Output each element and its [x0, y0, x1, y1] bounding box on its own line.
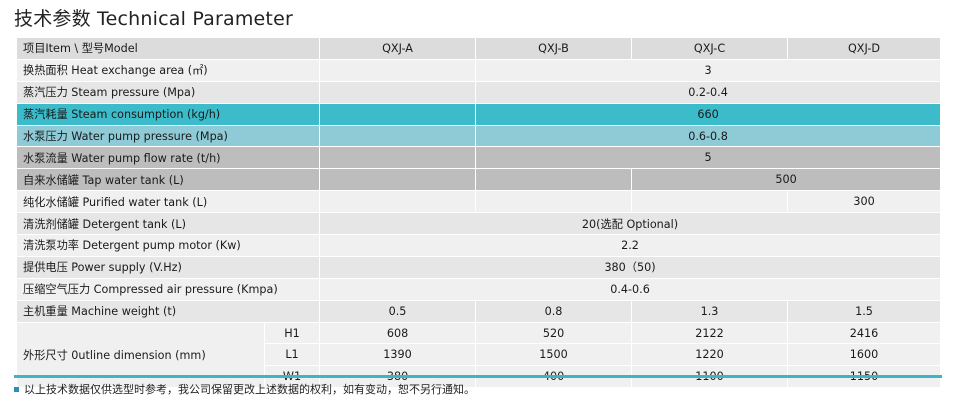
row-label: 纯化水储罐 Purified water tank (L) — [15, 190, 321, 214]
footer-note-text: 以上技术数据仅供选型时参考，我公司保留更改上述数据的权利，如有变动，恕不另行通知… — [24, 383, 475, 396]
table-row-highlight: 蒸汽耗量 Steam consumption (kg/h) 660 — [15, 102, 942, 126]
row-label: 水泵流量 Water pump flow rate (t/h) — [15, 146, 321, 170]
table-row: 纯化水储罐 Purified water tank (L) 300 — [15, 190, 942, 214]
table-row-highlight: 水泵流量 Water pump flow rate (t/h) 5 — [15, 146, 942, 170]
weight-a: 0.5 — [319, 299, 477, 323]
dimension-value: 1500 — [475, 343, 633, 367]
table-row: 清洗泵功率 Detergent pump motor (Kw) 2.2 — [15, 234, 942, 257]
empty-cell — [319, 102, 477, 126]
row-value: 0.4-0.6 — [319, 277, 942, 301]
dimension-key: H1 — [263, 321, 321, 345]
weight-b: 0.8 — [475, 299, 633, 323]
technical-parameter-table: 项目Item \ 型号Model QXJ-A QXJ-B QXJ-C QXJ-D… — [15, 37, 942, 389]
model-a-header: QXJ-A — [319, 37, 477, 60]
row-value: 3 — [475, 58, 942, 82]
square-bullet-icon — [14, 386, 19, 392]
row-label: 蒸汽耗量 Steam consumption (kg/h) — [15, 102, 321, 126]
row-label: 蒸汽压力 Steam pressure (Mpa) — [15, 80, 321, 104]
table-row: 提供电压 Power supply (V.Hz) 380（50) — [15, 255, 942, 279]
empty-cell — [319, 190, 477, 214]
page-title: 技术参数 Technical Parameter — [14, 8, 293, 30]
header-label: 项目Item \ 型号Model — [15, 37, 321, 60]
empty-cell — [319, 124, 477, 148]
footer-divider — [14, 375, 942, 378]
dimension-key: L1 — [263, 343, 321, 367]
empty-cell — [631, 190, 789, 214]
row-label: 水泵压力 Water pump pressure (Mpa) — [15, 124, 321, 148]
empty-cell — [319, 168, 477, 192]
row-value: 500 — [631, 168, 942, 192]
table-row: 主机重量 Machine weight (t) 0.5 0.8 1.3 1.5 — [15, 299, 942, 323]
row-value: 5 — [475, 146, 942, 170]
table-row: 换热面积 Heat exchange area (㎡) 3 — [15, 58, 942, 82]
row-value: 380（50) — [319, 255, 942, 279]
weight-d: 1.5 — [787, 299, 942, 323]
empty-cell — [475, 168, 633, 192]
empty-cell — [319, 58, 477, 82]
row-label: 清洗剂储罐 Detergent tank (L) — [15, 212, 321, 236]
footer-note: 以上技术数据仅供选型时参考，我公司保留更改上述数据的权利，如有变动，恕不另行通知… — [14, 381, 475, 397]
row-label: 主机重量 Machine weight (t) — [15, 299, 321, 323]
row-value: 2.2 — [319, 234, 942, 257]
row-value: 300 — [787, 190, 942, 214]
table-row: 压缩空气压力 Compressed air pressure (Kmpa) 0.… — [15, 277, 942, 301]
row-value: 660 — [475, 102, 942, 126]
dimension-row: L1 1390 1500 1220 1600 — [17, 343, 942, 367]
dimension-value: 1390 — [319, 343, 477, 367]
empty-cell — [319, 146, 477, 170]
table-row: 清洗剂储罐 Detergent tank (L) 20(选配 Optional) — [15, 212, 942, 236]
dimension-value: 2122 — [631, 321, 789, 345]
table-row: 蒸汽压力 Steam pressure (Mpa) 0.2-0.4 — [15, 80, 942, 104]
empty-cell — [319, 80, 477, 104]
dimension-row: 外形尺寸 0utline dimension (mm) H1 608 520 2… — [16, 321, 942, 389]
model-b-header: QXJ-B — [475, 37, 633, 60]
dimension-value: 608 — [319, 321, 477, 345]
row-value: 0.6-0.8 — [475, 124, 942, 148]
row-label: 清洗泵功率 Detergent pump motor (Kw) — [15, 234, 321, 257]
weight-c: 1.3 — [631, 299, 789, 323]
table-row-highlight: 水泵压力 Water pump pressure (Mpa) 0.6-0.8 — [15, 124, 942, 148]
dimension-value: 520 — [475, 321, 633, 345]
dimension-value: 2416 — [787, 321, 942, 345]
table-header-row: 项目Item \ 型号Model QXJ-A QXJ-B QXJ-C QXJ-D — [15, 37, 942, 60]
table-row-highlight: 自来水储罐 Tap water tank (L) 500 — [15, 168, 942, 192]
row-value: 20(选配 Optional) — [319, 212, 942, 236]
dimension-value: 1220 — [631, 343, 789, 367]
row-label: 提供电压 Power supply (V.Hz) — [15, 255, 321, 279]
row-label: 换热面积 Heat exchange area (㎡) — [15, 58, 321, 82]
model-c-header: QXJ-C — [631, 37, 789, 60]
model-d-header: QXJ-D — [787, 37, 942, 60]
empty-cell — [475, 190, 633, 214]
row-value: 0.2-0.4 — [475, 80, 942, 104]
dimension-value: 1600 — [787, 343, 942, 367]
row-label: 压缩空气压力 Compressed air pressure (Kmpa) — [15, 277, 321, 301]
row-label: 自来水储罐 Tap water tank (L) — [15, 168, 321, 192]
